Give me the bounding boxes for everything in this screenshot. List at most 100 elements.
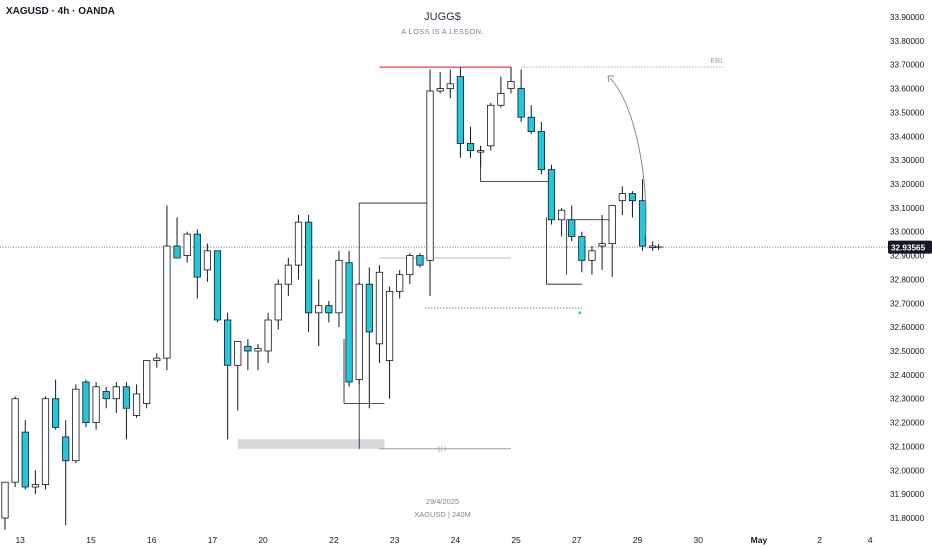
- candle-body-bull: [446, 83, 454, 89]
- candle-body-bear: [537, 131, 545, 171]
- x-tick-label: 2: [817, 535, 822, 545]
- candle-body-bear: [568, 219, 576, 237]
- candle-body-bull: [31, 484, 39, 488]
- y-tick-label: 33.40000: [890, 132, 925, 141]
- candle-body-bear: [628, 193, 637, 202]
- symbol-header: XAGUSD · 4h · OANDA: [6, 6, 115, 17]
- candle-body-bull: [41, 398, 50, 486]
- candle-body-bull: [406, 255, 414, 276]
- candle-body-bull: [11, 398, 19, 483]
- h1-label: 1H: [437, 446, 446, 453]
- candle-body-bull: [284, 264, 292, 285]
- x-tick-label: 16: [147, 535, 157, 545]
- candle-body-bear: [578, 236, 586, 261]
- y-tick-label: 31.80000: [890, 514, 925, 523]
- y-tick-label: 33.30000: [890, 156, 925, 165]
- candle-body-bull: [294, 221, 303, 266]
- current-price-value: 32.93565: [891, 243, 926, 252]
- x-tick-label: 22: [329, 535, 339, 545]
- y-tick-label: 33.00000: [890, 228, 925, 237]
- candle-body-bear: [122, 386, 131, 409]
- projection-arrow: [609, 77, 647, 243]
- y-tick-label: 32.20000: [890, 419, 925, 428]
- candle-body-bull: [112, 386, 120, 400]
- projection-arrow-head: [607, 75, 614, 83]
- candle-body-bull: [132, 393, 141, 416]
- x-tick-label: 23: [390, 535, 400, 545]
- x-tick-label: May: [751, 535, 768, 545]
- candle-body-bull: [274, 283, 282, 321]
- candle-body-bull: [385, 290, 394, 361]
- candle-body-bull: [1, 481, 9, 519]
- x-tick-label: 24: [451, 535, 461, 545]
- candle-body-bear: [345, 262, 353, 383]
- y-tick-label: 32.90000: [890, 252, 925, 261]
- candle-body-bear: [527, 116, 535, 132]
- candle-body-bear: [102, 391, 110, 400]
- y-tick-label: 31.90000: [890, 490, 925, 499]
- x-tick-label: 4: [868, 535, 873, 545]
- candle-body-bear: [304, 221, 313, 314]
- y-tick-label: 33.70000: [890, 61, 925, 70]
- candle-body-bear: [517, 88, 525, 118]
- candle-body-bear: [365, 283, 373, 333]
- candle-body-bull: [396, 274, 404, 292]
- x-tick-label: 27: [572, 535, 582, 545]
- x-tick-label: 15: [86, 535, 96, 545]
- x-tick-label: 25: [511, 535, 521, 545]
- candle-body-bear: [325, 305, 333, 314]
- y-tick-label: 32.00000: [890, 466, 925, 475]
- candle-body-bear: [82, 381, 90, 423]
- candle-body-bear: [21, 431, 29, 488]
- candle-body-bull: [477, 150, 485, 153]
- signal-dot: [578, 311, 582, 315]
- candle-body-bear: [213, 250, 222, 321]
- candle-body-bull: [436, 88, 444, 92]
- candle-body-bear: [466, 143, 475, 151]
- y-tick-label: 32.70000: [890, 299, 925, 308]
- candle-body-bull: [487, 104, 495, 147]
- x-tick-label: 20: [258, 535, 268, 545]
- x-tick-label: 29: [633, 535, 643, 545]
- y-tick-label: 32.10000: [890, 442, 925, 451]
- candle-body-bull: [264, 319, 272, 352]
- candle-body-bull: [254, 348, 262, 352]
- footer-symbol-interval: XAGUSD | 240M: [414, 510, 471, 519]
- candle-body-bull: [507, 81, 515, 89]
- candle-body-bull: [618, 193, 626, 202]
- x-tick-label: 13: [15, 535, 25, 545]
- candle-body-bull: [163, 245, 171, 359]
- y-tick-label: 33.50000: [890, 108, 925, 117]
- x-tick-label: 17: [208, 535, 218, 545]
- y-tick-label: 33.60000: [890, 85, 925, 94]
- x-tick-label: 30: [693, 535, 703, 545]
- candle-body-bear: [456, 76, 465, 144]
- watermark-subtitle: A LOSS IS A LESSON.: [401, 27, 484, 36]
- y-tick-label: 33.20000: [890, 180, 925, 189]
- y-tick-label: 33.80000: [890, 37, 925, 46]
- y-tick-label: 32.40000: [890, 371, 925, 380]
- candle-body-bear: [416, 255, 424, 266]
- y-tick-label: 32.60000: [890, 323, 925, 332]
- candle-body-bull: [355, 283, 363, 381]
- candle-body-bull: [183, 233, 191, 256]
- candle-body-bear: [224, 319, 232, 366]
- candle-body-bull: [598, 243, 606, 247]
- candle-body-bear: [62, 436, 70, 462]
- candle-body-bull: [608, 205, 616, 245]
- candle-body-bear: [52, 398, 60, 428]
- candle-body-bull: [153, 357, 161, 361]
- candle-body-bear: [173, 245, 181, 259]
- candle-body-bear: [547, 169, 556, 221]
- candle-body-bull: [72, 388, 80, 462]
- candle-body-bear: [244, 345, 252, 352]
- candle-body-bull: [143, 360, 151, 404]
- y-tick-label: 32.50000: [890, 347, 925, 356]
- candle-body-bull: [234, 341, 242, 366]
- candle-body-bull: [92, 386, 100, 423]
- candle-body-bear: [193, 233, 201, 278]
- candle-body-bull: [315, 305, 323, 314]
- footer-date: 29/4/2025: [425, 497, 460, 506]
